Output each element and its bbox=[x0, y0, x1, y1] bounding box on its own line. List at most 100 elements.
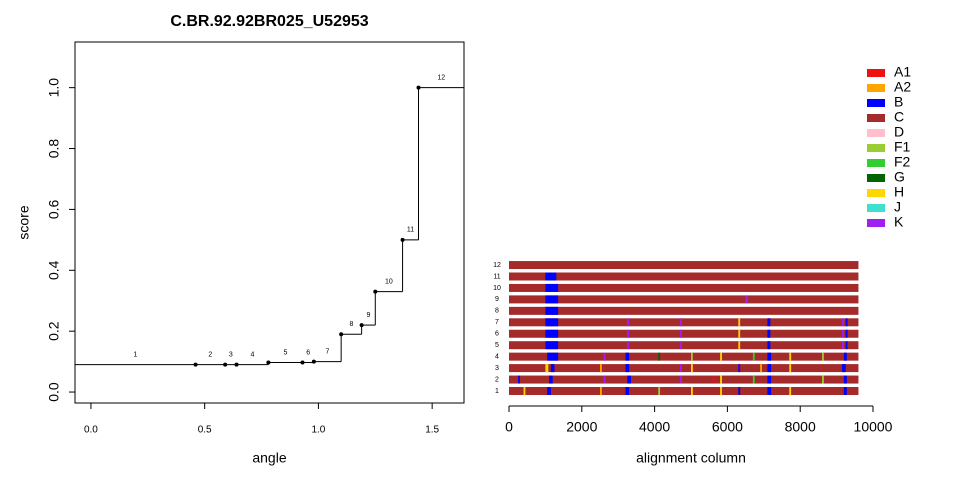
segment bbox=[680, 329, 682, 338]
point bbox=[339, 332, 344, 337]
step-label: 4 bbox=[250, 351, 254, 358]
segment bbox=[767, 375, 772, 384]
segment bbox=[843, 352, 847, 361]
legend-label: C bbox=[894, 109, 904, 125]
segment bbox=[627, 341, 630, 350]
segment bbox=[767, 329, 771, 338]
row-bar bbox=[509, 261, 859, 270]
point bbox=[400, 237, 405, 242]
legend-swatch bbox=[867, 204, 885, 212]
segment bbox=[545, 341, 559, 350]
x-tick-label: 2000 bbox=[566, 419, 597, 435]
row-label: 7 bbox=[495, 319, 499, 326]
segment bbox=[720, 352, 722, 361]
row-label: 10 bbox=[493, 285, 501, 292]
x-axis-label: alignment column bbox=[636, 450, 746, 466]
segment bbox=[545, 329, 559, 338]
segment bbox=[550, 364, 555, 373]
segment bbox=[603, 375, 606, 384]
legend-swatch bbox=[867, 159, 885, 167]
y-axis-label: score bbox=[16, 205, 32, 239]
segment bbox=[627, 318, 630, 327]
segment bbox=[549, 375, 553, 384]
chart-title: C.BR.92.92BR025_U52953 bbox=[170, 13, 368, 30]
y-tick-label: 0.4 bbox=[46, 260, 62, 280]
point bbox=[359, 323, 364, 328]
segment bbox=[691, 387, 693, 395]
row-label: 6 bbox=[495, 331, 499, 338]
segment bbox=[845, 341, 848, 350]
y-tick-label: 0.2 bbox=[46, 321, 62, 341]
segment bbox=[720, 387, 722, 395]
segment bbox=[680, 341, 682, 350]
legend-label: F2 bbox=[894, 154, 911, 170]
x-tick-label: 4000 bbox=[639, 419, 670, 435]
step-label: 10 bbox=[385, 278, 393, 285]
segment bbox=[658, 352, 661, 361]
segment bbox=[752, 352, 755, 361]
row-bar bbox=[509, 283, 859, 292]
segment bbox=[822, 375, 824, 384]
step-label: 5 bbox=[283, 349, 287, 356]
legend-swatch bbox=[867, 129, 885, 137]
row-label: 5 bbox=[495, 342, 499, 349]
row-bar bbox=[509, 364, 859, 373]
step-label: 3 bbox=[229, 351, 233, 358]
segment bbox=[767, 341, 771, 350]
step-label: 6 bbox=[306, 349, 310, 356]
segment bbox=[738, 318, 741, 327]
legend-swatch bbox=[867, 219, 885, 227]
segment bbox=[600, 387, 602, 395]
point bbox=[416, 85, 421, 90]
row-bar bbox=[509, 352, 859, 361]
point bbox=[223, 362, 228, 367]
segment bbox=[843, 375, 847, 384]
x-tick-label: 1.5 bbox=[425, 425, 439, 436]
segment bbox=[845, 329, 848, 338]
legend-label: J bbox=[894, 199, 901, 215]
segment bbox=[627, 375, 631, 384]
segment bbox=[680, 318, 682, 327]
segment bbox=[603, 352, 606, 361]
legend-label: H bbox=[894, 184, 904, 200]
segment bbox=[547, 387, 551, 395]
segment bbox=[720, 375, 722, 384]
x-tick-label: 0.5 bbox=[198, 425, 212, 436]
segment bbox=[625, 387, 630, 395]
legend-swatch bbox=[867, 69, 885, 77]
x-tick-label: 0.0 bbox=[84, 425, 98, 436]
segment bbox=[767, 364, 772, 373]
legend-label: G bbox=[894, 169, 905, 185]
segment bbox=[625, 364, 630, 373]
segment bbox=[789, 364, 792, 373]
segment bbox=[745, 295, 748, 304]
segment bbox=[789, 352, 792, 361]
segment bbox=[752, 375, 755, 384]
segment bbox=[518, 375, 520, 384]
legend-label: A1 bbox=[894, 64, 911, 80]
x-tick-label: 1.0 bbox=[311, 425, 325, 436]
segment bbox=[691, 352, 693, 361]
segment bbox=[523, 387, 526, 395]
point bbox=[266, 360, 271, 365]
row-label: 11 bbox=[493, 273, 500, 280]
y-tick-label: 1.0 bbox=[46, 78, 62, 98]
step-label: 11 bbox=[407, 227, 414, 234]
legend-swatch bbox=[867, 189, 885, 197]
segment bbox=[680, 364, 682, 373]
x-tick-label: 6000 bbox=[712, 419, 743, 435]
legend-label: K bbox=[894, 214, 904, 230]
x-tick-label: 0 bbox=[505, 419, 513, 435]
step-label: 2 bbox=[208, 351, 212, 358]
segment bbox=[767, 387, 772, 395]
y-tick-label: 0.6 bbox=[46, 199, 62, 219]
segment bbox=[545, 306, 559, 315]
segment bbox=[738, 364, 741, 373]
segment bbox=[845, 318, 848, 327]
row-label: 4 bbox=[495, 353, 499, 360]
point bbox=[234, 362, 239, 367]
x-tick-label: 8000 bbox=[785, 419, 816, 435]
segment bbox=[712, 375, 715, 384]
segment bbox=[842, 329, 844, 338]
